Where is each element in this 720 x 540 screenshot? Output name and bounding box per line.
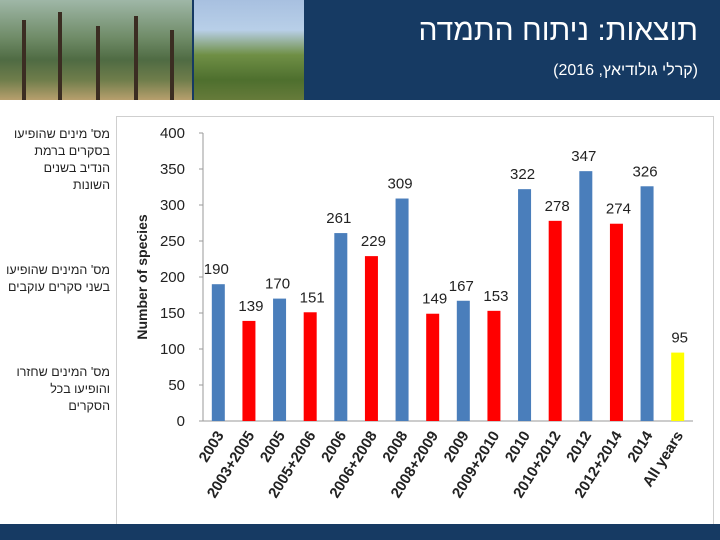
bar-value-label: 151 [300,289,325,306]
landscape-photo [194,0,304,100]
bar [334,233,348,421]
page-subtitle: (קרלי גולודיאץ, 2016) [553,62,698,79]
legend-label-blue: מס' מינים שהופיעו בסקרים ברמת הנדיב בשני… [14,127,110,192]
bar [395,198,409,421]
y-tick-label: 100 [160,341,185,358]
y-tick-label: 300 [160,197,185,214]
chart-area: 0 50 100 150 200 250 300 350 400 Number of specie… [116,116,714,526]
bar-value-label: 170 [265,276,290,293]
x-tick-label: 2012 [563,428,595,465]
footer-bar [0,524,720,540]
x-tick-label: 2010 [502,428,534,465]
bar-value-label: 309 [388,176,413,193]
y-tick-label: 0 [177,413,185,430]
bar [456,300,470,421]
bar-value-label: 190 [204,261,229,278]
x-tick-label: 2008 [379,428,411,465]
bar-chart: 0 50 100 150 200 250 300 350 400 Number of specie… [134,125,693,501]
x-tick-label: 2003 [196,428,228,465]
x-tick-label: 2006 [318,428,350,465]
bar-value-label: 149 [422,291,447,308]
y-tick-label: 200 [160,269,185,286]
x-tick-label: 2005 [257,428,289,465]
bar [303,312,317,421]
bar [242,320,256,421]
bar-value-label: 167 [449,278,474,295]
bar-value-label: 139 [238,298,263,315]
bar [518,189,532,421]
bar-value-label: 274 [606,201,631,218]
bar [640,186,654,421]
bar [426,313,440,421]
bar [671,352,685,421]
bar-value-label: 153 [483,288,508,305]
bar [487,310,501,421]
bar [579,171,593,421]
bar-value-label: 326 [633,163,658,180]
y-tick-label: 250 [160,233,185,250]
legend-label-yellow: מס' המינים שחזרו והופיעו בכל הסקרים [16,365,110,413]
legend-label-red: מס' המינים שהופיעו בשני סקרים עוקבים [6,263,110,294]
y-tick-label: 400 [160,125,185,142]
page-title: תוצאות: ניתוח התמדה [418,14,698,47]
y-tick-label: 350 [160,161,185,178]
bar [364,256,378,421]
bar-value-label: 278 [545,198,570,215]
x-tick-label: 2009 [441,428,473,465]
bar [273,298,287,421]
forest-photo [0,0,192,100]
bar-value-label: 347 [571,148,596,165]
bar-value-label: 322 [510,166,535,183]
y-tick-label: 50 [168,377,185,394]
bar-value-label: 229 [361,233,386,250]
y-axis-label: Number of species [134,214,150,339]
bar [211,284,225,421]
bar [548,220,562,421]
bar-value-label: 261 [326,210,351,227]
bar-value-label: 95 [671,330,688,347]
bar [609,223,623,421]
y-tick-label: 150 [160,305,185,322]
